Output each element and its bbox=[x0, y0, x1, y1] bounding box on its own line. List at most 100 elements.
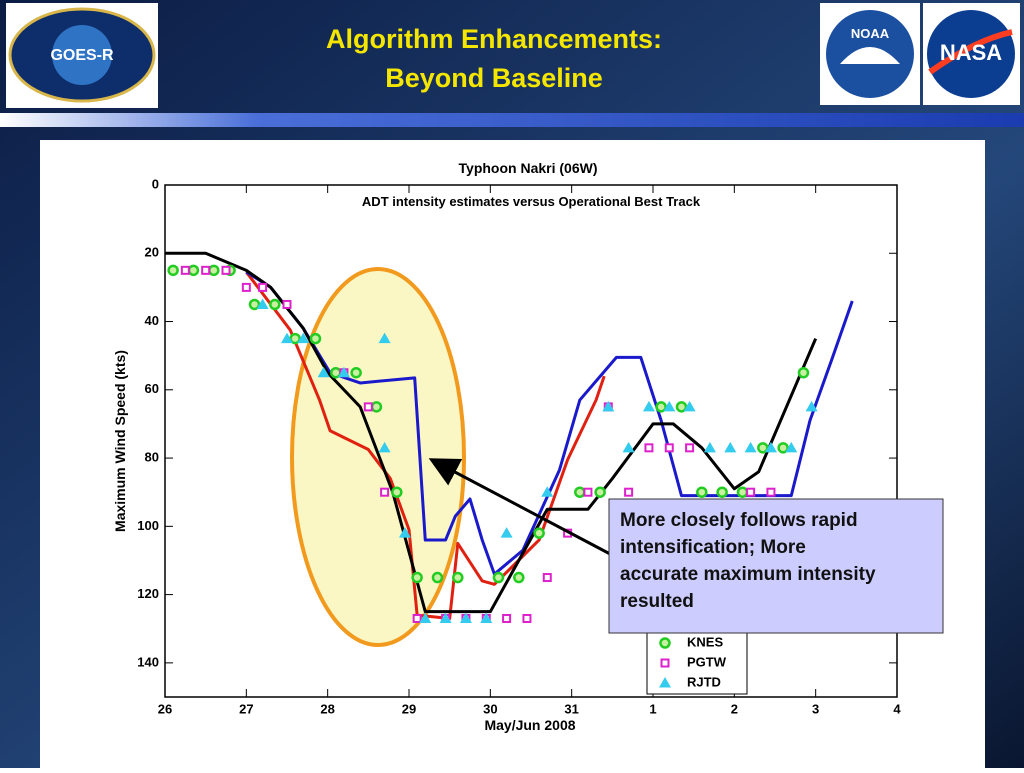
marker bbox=[256, 298, 269, 309]
callout-text: intensification; More bbox=[620, 537, 806, 558]
marker bbox=[480, 612, 493, 623]
x-tick-label: 27 bbox=[239, 701, 253, 716]
nasa-swoosh bbox=[928, 29, 1013, 75]
marker bbox=[248, 298, 261, 311]
marker bbox=[675, 401, 688, 413]
chart-subtitle: ADT intensity estimates versus Operation… bbox=[362, 194, 701, 209]
marker bbox=[297, 332, 310, 344]
marker bbox=[642, 400, 655, 412]
marker bbox=[685, 443, 695, 453]
marker bbox=[716, 486, 728, 498]
marker bbox=[419, 612, 432, 623]
marker bbox=[452, 571, 464, 584]
marker bbox=[736, 486, 749, 498]
marker bbox=[289, 332, 301, 345]
nasa-logo bbox=[927, 10, 1015, 98]
marker bbox=[502, 613, 512, 623]
marker bbox=[412, 613, 422, 623]
marker bbox=[542, 573, 552, 583]
marker bbox=[411, 571, 423, 584]
x-tick-label: 31 bbox=[564, 701, 578, 716]
marker bbox=[696, 486, 708, 498]
series-line bbox=[245, 271, 606, 620]
marker bbox=[744, 441, 757, 453]
x-tick-label: 4 bbox=[893, 701, 901, 716]
marker bbox=[533, 527, 545, 539]
marker bbox=[797, 366, 810, 379]
marker bbox=[500, 527, 513, 538]
marker bbox=[513, 571, 525, 584]
marker bbox=[664, 443, 674, 453]
logo-text: NOAA bbox=[851, 26, 890, 41]
legend-marker bbox=[660, 658, 670, 668]
logo-text: NASA bbox=[940, 40, 1002, 65]
y-tick-label: 100 bbox=[137, 518, 159, 533]
marker bbox=[522, 613, 532, 623]
marker bbox=[459, 612, 472, 623]
legend-label: RJTD bbox=[687, 674, 721, 689]
callout-text: accurate maximum intensity bbox=[620, 564, 876, 585]
marker bbox=[764, 441, 777, 453]
callout bbox=[608, 498, 944, 634]
marker bbox=[703, 441, 716, 453]
marker bbox=[380, 487, 390, 497]
marker bbox=[281, 332, 293, 344]
marker bbox=[167, 264, 179, 277]
callout-text: resulted bbox=[620, 591, 694, 612]
marker bbox=[439, 612, 452, 623]
marker bbox=[541, 486, 554, 497]
x-axis-label: May/Jun 2008 bbox=[484, 717, 575, 733]
x-tick-label: 3 bbox=[812, 701, 819, 716]
callout-text: More closely follows rapid bbox=[620, 510, 858, 531]
marker bbox=[663, 400, 676, 412]
marker bbox=[757, 442, 769, 454]
marker bbox=[644, 443, 654, 453]
marker bbox=[431, 571, 444, 584]
marker bbox=[180, 265, 190, 275]
chart-panel bbox=[40, 140, 985, 768]
marker bbox=[766, 487, 776, 497]
marker bbox=[398, 527, 411, 538]
x-tick-label: 30 bbox=[483, 701, 497, 716]
x-tick-label: 28 bbox=[320, 701, 334, 716]
legend-marker bbox=[659, 637, 671, 649]
header-bar bbox=[0, 113, 1024, 127]
x-tick-label: 26 bbox=[158, 701, 172, 716]
marker bbox=[282, 299, 292, 309]
marker bbox=[378, 441, 391, 453]
marker bbox=[683, 400, 696, 412]
marker bbox=[317, 366, 330, 378]
marker bbox=[269, 298, 281, 311]
marker bbox=[746, 487, 756, 497]
y-tick-label: 80 bbox=[145, 450, 159, 465]
x-tick-label: 1 bbox=[649, 701, 656, 716]
marker bbox=[241, 282, 251, 292]
marker bbox=[594, 486, 606, 498]
marker bbox=[208, 264, 220, 277]
x-tick-label: 29 bbox=[402, 701, 416, 716]
legend-label: KNES bbox=[687, 634, 723, 649]
series-line bbox=[165, 251, 818, 614]
arrow bbox=[428, 458, 613, 557]
marker bbox=[309, 332, 322, 345]
marker bbox=[624, 487, 634, 497]
marker bbox=[492, 571, 505, 584]
marker bbox=[337, 366, 350, 378]
marker bbox=[187, 264, 200, 277]
globe bbox=[52, 25, 112, 85]
marker bbox=[785, 441, 798, 453]
marker bbox=[258, 282, 268, 292]
chart-title: Typhoon Nakri (06W) bbox=[459, 160, 598, 176]
marker bbox=[583, 487, 593, 497]
marker bbox=[391, 486, 403, 498]
y-tick-label: 0 bbox=[152, 176, 159, 191]
logo-text: GOES-R bbox=[50, 47, 114, 64]
y-axis-label: Maximum Wind Speed (kts) bbox=[112, 350, 128, 532]
y-tick-label: 20 bbox=[145, 245, 159, 260]
plot-frame bbox=[164, 184, 898, 698]
marker bbox=[370, 401, 383, 413]
y-tick-label: 60 bbox=[145, 381, 159, 396]
marker bbox=[201, 265, 211, 275]
noaa-bird bbox=[840, 47, 900, 64]
